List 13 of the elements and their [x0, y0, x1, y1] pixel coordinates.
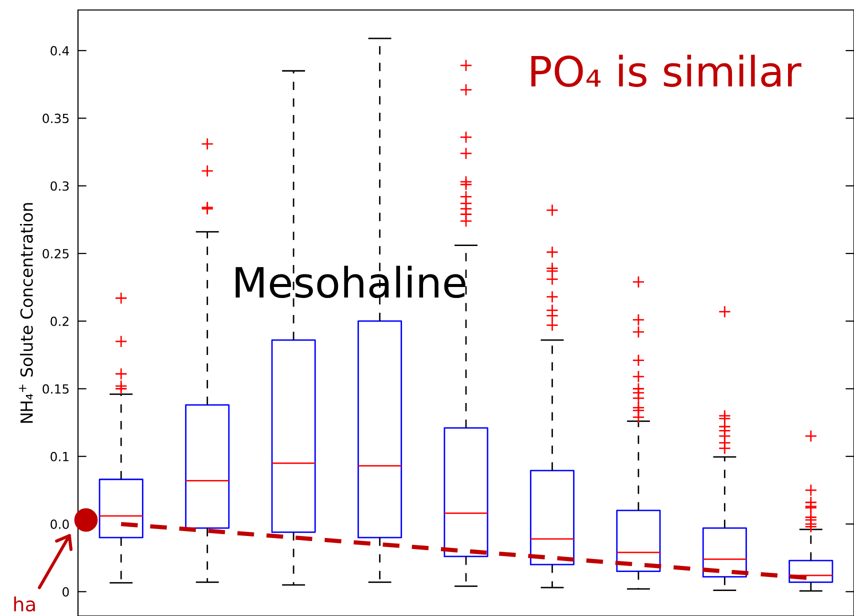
- y-tick-label: 0.1: [50, 452, 69, 462]
- y-tick-label: 0.35: [42, 114, 69, 124]
- text: ha: [14, 596, 35, 612]
- y-axis-title: NH₄$^{+}$ Solute Concentration: [18, 203, 33, 423]
- y-tick-label: 0.4: [50, 46, 69, 56]
- annotation: Mesohaline: [236, 266, 466, 298]
- annotation: PO₄ is similar: [531, 54, 802, 88]
- y-tick-label: 0.2: [50, 316, 68, 326]
- y-tick-label: 0.3: [50, 181, 69, 191]
- y-tick-label: 0.15: [42, 384, 69, 394]
- y-tick-label: 0.25: [42, 248, 69, 258]
- y-tick-label: 0: [62, 587, 69, 597]
- y-tick-label: 0.0: [50, 519, 69, 529]
